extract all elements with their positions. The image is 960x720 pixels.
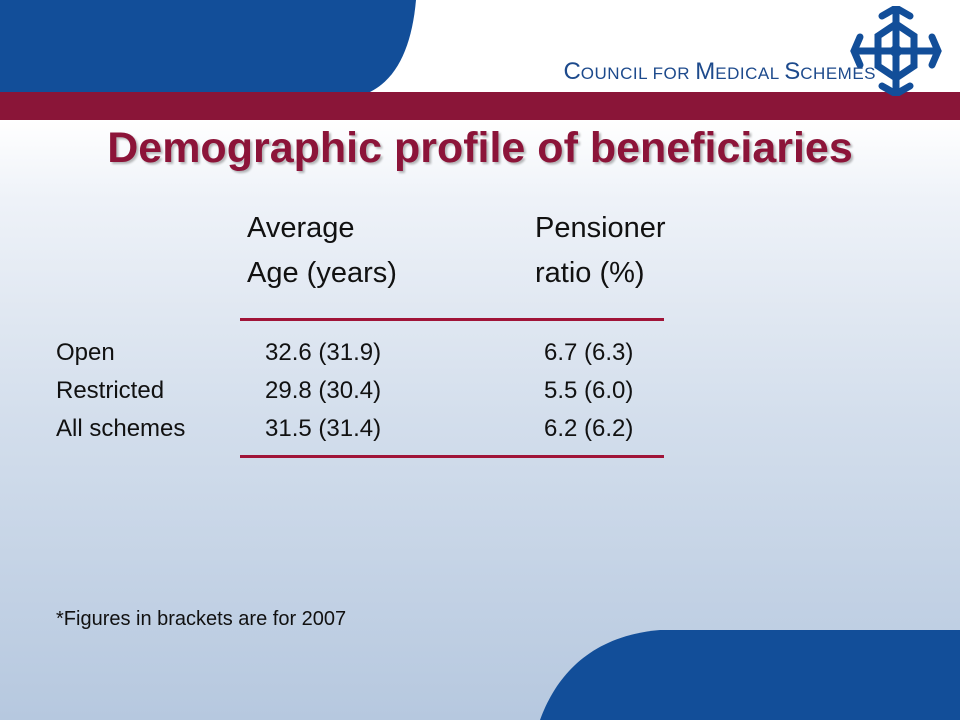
header-age-line2: Age (years) bbox=[247, 257, 397, 289]
footnote: *Figures in brackets are for 2007 bbox=[56, 608, 347, 630]
row-ratio-all-schemes: 6.2 (6.2) bbox=[544, 415, 634, 442]
row-ratio-restricted: 5.5 (6.0) bbox=[544, 377, 634, 404]
row-label-restricted: Restricted bbox=[56, 377, 165, 404]
row-age-all-schemes: 31.5 (31.4) bbox=[265, 415, 382, 442]
row-ratio-open: 6.7 (6.3) bbox=[544, 339, 634, 366]
header-ratio-line2: ratio (%) bbox=[535, 257, 645, 289]
bottom-right-blue-shape bbox=[540, 630, 960, 720]
header-ratio-line1: Pensioner bbox=[535, 212, 666, 244]
council-logo-icon bbox=[850, 6, 942, 96]
top-left-blue-shape bbox=[0, 0, 416, 92]
row-label-all-schemes: All schemes bbox=[56, 415, 186, 442]
maroon-header-band bbox=[0, 92, 960, 120]
slide-title: Demographic profile of beneficiaries bbox=[107, 124, 853, 172]
table-bottom-rule bbox=[240, 455, 664, 458]
row-age-restricted: 29.8 (30.4) bbox=[265, 377, 382, 404]
row-age-open: 32.6 (31.9) bbox=[265, 339, 382, 366]
row-label-open: Open bbox=[56, 339, 115, 366]
header-age-line1: Average bbox=[247, 212, 355, 244]
organization-name: COUNCIL FOR MEDICAL SCHEMES bbox=[563, 58, 876, 85]
table-top-rule bbox=[240, 318, 664, 321]
